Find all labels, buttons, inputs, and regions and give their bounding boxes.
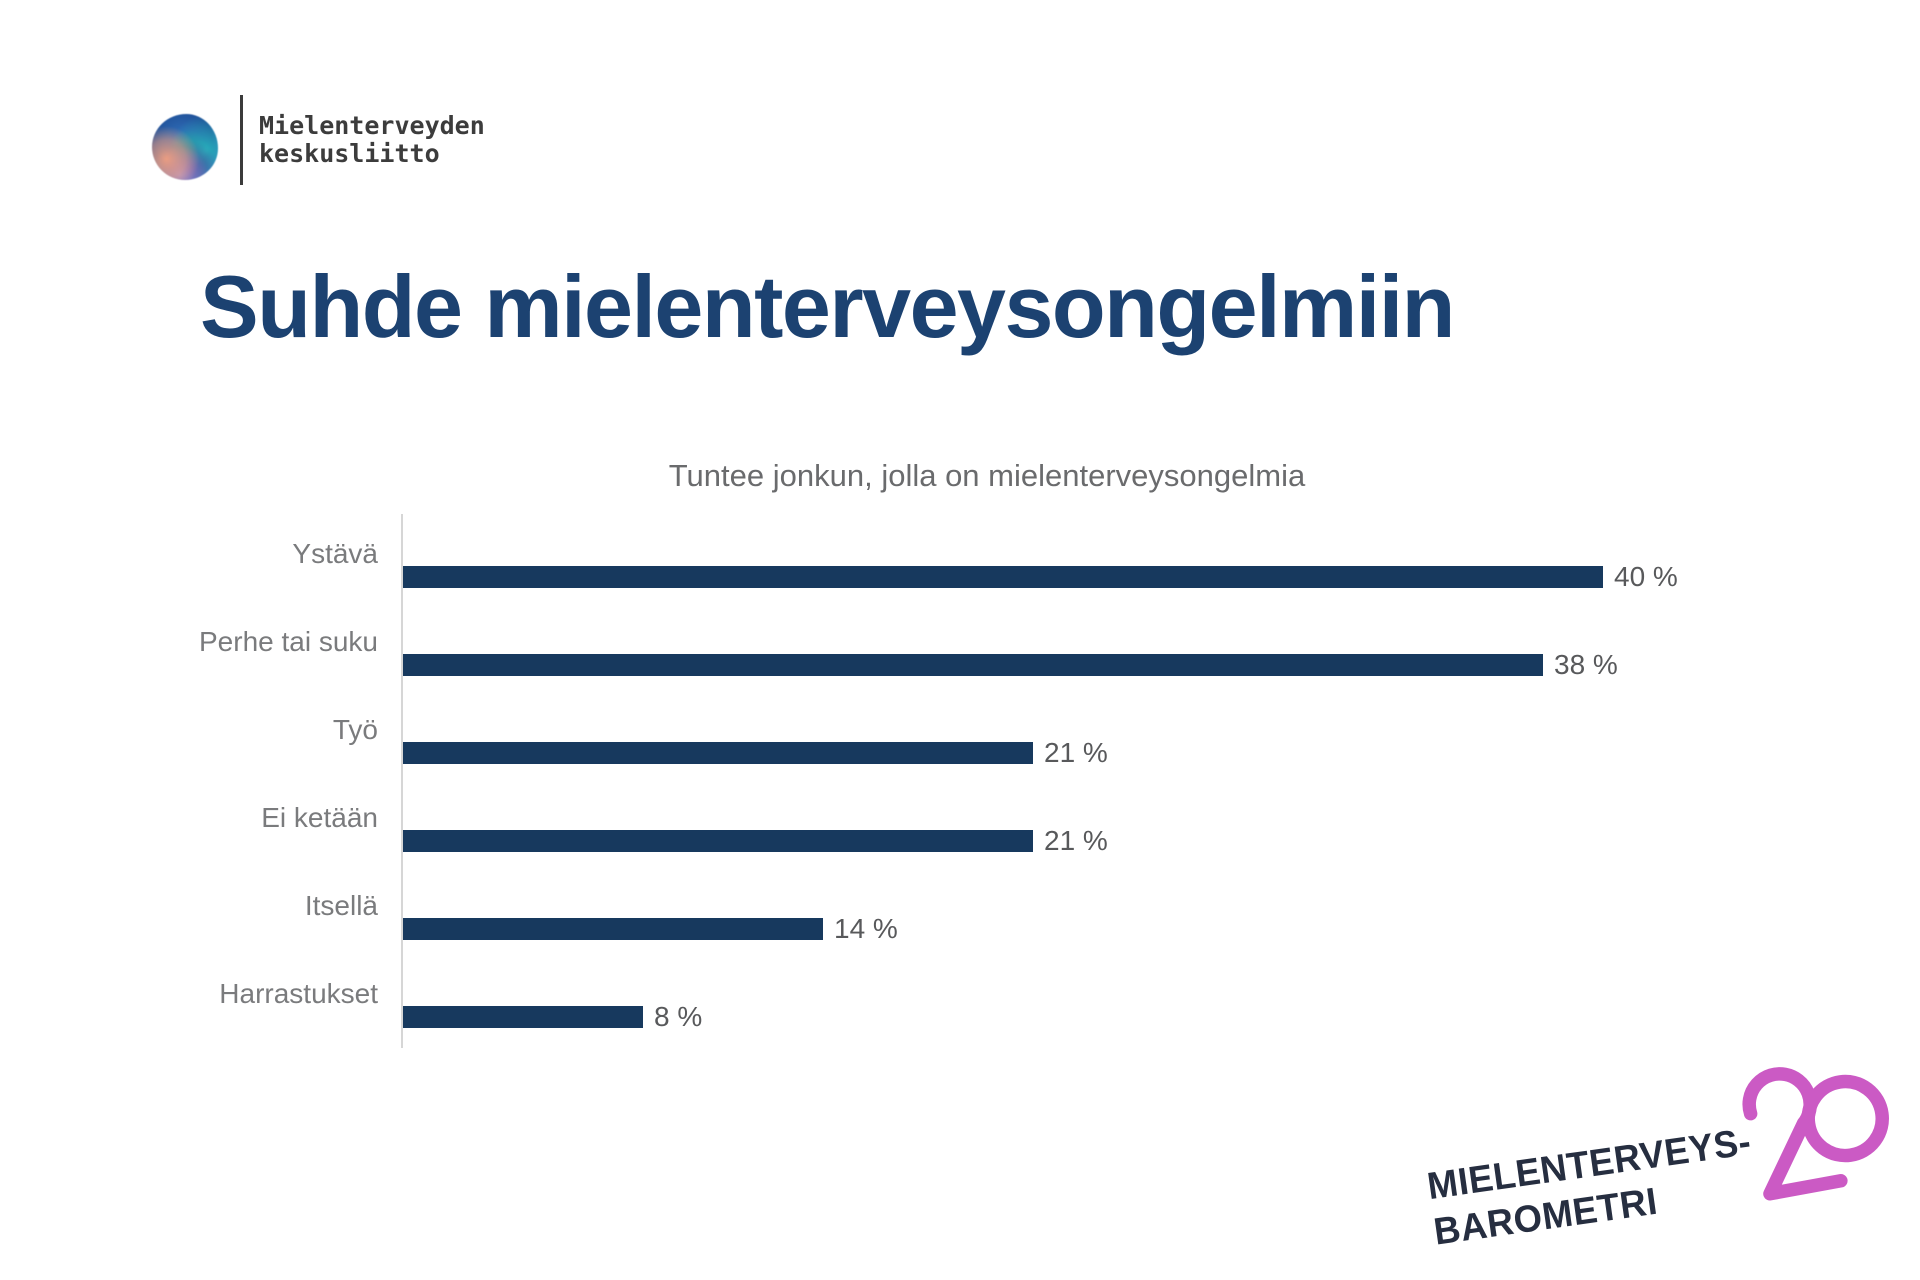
category-label: Työ: [332, 714, 378, 745]
chart-title: Tuntee jonkun, jolla on mielenterveysong…: [668, 458, 1306, 493]
numeral-0-ring: [1801, 1074, 1889, 1163]
bar: [403, 830, 1033, 852]
bar-chart: Ystävä 40 % Perhe tai suku 38 % Työ 21 % Ei ke…: [0, 514, 1920, 1048]
bar: [403, 566, 1603, 588]
anniversary-20-icon: [1742, 1067, 1889, 1201]
org-logo-sphere-icon: [152, 114, 218, 180]
chart-y-axis-line: [401, 514, 403, 1048]
category-label: Harrastukset: [219, 978, 378, 1009]
bar: [403, 742, 1033, 764]
value-label: 38 %: [1554, 649, 1618, 680]
value-label: 21 %: [1044, 737, 1108, 768]
category-label: Ei ketään: [261, 802, 378, 833]
category-label: Itsellä: [304, 890, 378, 921]
org-logo: Mielenterveyden keskusliitto: [152, 95, 485, 185]
bar: [403, 654, 1543, 676]
org-logo-text: Mielenterveyden keskusliitto: [259, 112, 485, 168]
org-logo-line1: Mielenterveyden: [259, 111, 485, 140]
bar: [403, 918, 823, 940]
org-logo-divider: [240, 95, 243, 185]
org-logo-line2: keskusliitto: [259, 139, 440, 168]
barometri-logo-text: MIELENTERVEYS- BAROMETRI: [1425, 1119, 1761, 1256]
value-label: 8 %: [654, 1001, 703, 1032]
page-title: Suhde mielenterveysongelmiin: [200, 257, 1455, 356]
barometri-logo: MIELENTERVEYS- BAROMETRI: [1417, 1048, 1903, 1262]
value-label: 21 %: [1044, 825, 1108, 856]
category-label: Ystävä: [292, 538, 378, 569]
value-label: 14 %: [834, 913, 898, 944]
value-label: 40 %: [1614, 561, 1678, 592]
category-label: Perhe tai suku: [199, 626, 378, 657]
bar: [403, 1006, 643, 1028]
